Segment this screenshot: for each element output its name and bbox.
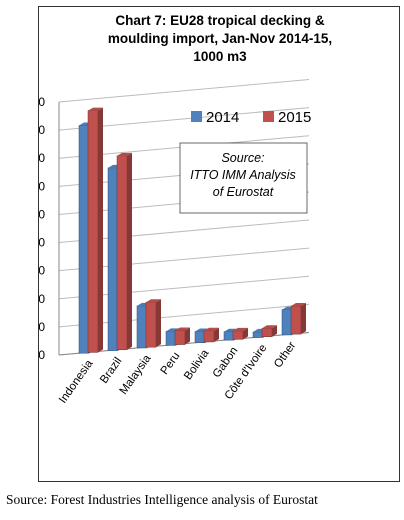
bar-2015-3: [145, 299, 161, 348]
bar-2015-5: [203, 327, 219, 343]
source-footer: Source: Forest Industries Intelligence a…: [6, 492, 318, 507]
bar-2015-7: [261, 325, 277, 337]
bars: [78, 107, 306, 354]
bar-2015-4: [174, 327, 190, 345]
x-tick-label: Brazil: [98, 355, 124, 385]
y-axis-ticks: 0 10 20 30 40 50 60 70 80 90: [39, 95, 45, 362]
legend: 2014 2015: [191, 109, 311, 126]
chart-title-line: moulding import, Jan-Nov 2014-15,: [108, 31, 332, 46]
legend-label-2015: 2015: [278, 109, 311, 126]
bar-2015-1: [87, 107, 103, 353]
y-tick-label: 50: [39, 207, 45, 221]
y-tick-label: 20: [39, 292, 45, 306]
y-tick-label: 10: [39, 320, 45, 334]
legend-label-2014: 2014: [206, 109, 239, 126]
y-tick-label: 70: [39, 151, 45, 165]
bar-2015-2: [116, 152, 132, 351]
bar-2015-8: [290, 303, 306, 335]
chart-frame: Chart 7: EU28 tropical decking & moulding…: [38, 6, 400, 482]
x-tick-label: Peru: [159, 350, 183, 377]
chart-title-line: 1000 m3: [193, 49, 247, 64]
y-tick-label: 80: [39, 123, 45, 137]
legend-swatch-2014: [191, 111, 202, 122]
x-tick-label: Other: [272, 340, 298, 371]
annotation-box: [179, 142, 308, 214]
annotation-line: of Eurostat: [213, 185, 274, 199]
y-tick-label: 40: [39, 236, 45, 250]
y-tick-label: 30: [39, 264, 45, 278]
chart: Chart 7: EU28 tropical decking & moulding…: [39, 13, 332, 406]
chart-title: Chart 7: EU28 tropical decking & moulding…: [108, 13, 332, 64]
source-annotation: Source: ITTO IMM Analysis of Eurostat: [179, 142, 308, 214]
chart-title-line: Chart 7: EU28 tropical decking &: [115, 13, 325, 28]
annotation-line: Source:: [221, 151, 264, 165]
x-tick-label: Bolivia: [182, 347, 212, 382]
x-tick-label: Indonesia: [57, 358, 96, 406]
y-tick-label: 0: [39, 348, 45, 362]
y-tick-label: 90: [39, 95, 45, 109]
bar-2015-6: [232, 327, 248, 340]
y-tick-label: 60: [39, 179, 45, 193]
gridline: [58, 79, 310, 103]
annotation-line: ITTO IMM Analysis: [190, 168, 296, 182]
legend-swatch-2015: [263, 111, 274, 122]
x-tick-label: Malaysia: [118, 352, 154, 397]
